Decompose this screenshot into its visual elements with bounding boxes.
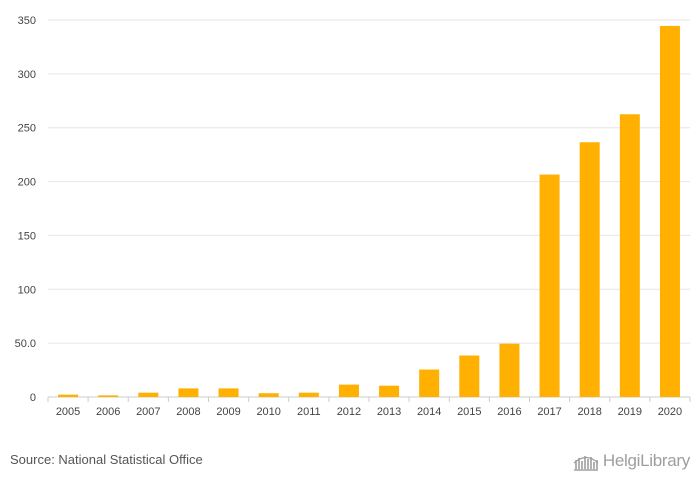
chart-area: 0 50.0 100 150 200 250 300 350 2005 2006 2007 2008 2…: [15, 15, 691, 418]
x-tick-label: 2016: [497, 406, 521, 418]
bar[interactable]: [459, 355, 480, 397]
bar[interactable]: [258, 393, 279, 397]
x-tick-label: 2017: [537, 406, 561, 418]
bar[interactable]: [419, 369, 440, 397]
x-tick-label: 2010: [256, 406, 280, 418]
x-tick-label: 2005: [56, 406, 80, 418]
x-tick-label: 2006: [96, 406, 120, 418]
y-tick-label: 0: [30, 392, 36, 404]
x-tick-label: 2007: [136, 406, 160, 418]
bar[interactable]: [138, 392, 159, 397]
library-building-icon: [573, 456, 599, 471]
y-tick-label: 300: [18, 69, 36, 81]
x-tick-label: 2015: [457, 406, 481, 418]
bar[interactable]: [58, 394, 79, 397]
x-tick-label: 2014: [417, 406, 441, 418]
x-tick-label: 2009: [216, 406, 240, 418]
y-tick-label: 200: [18, 177, 36, 189]
bar[interactable]: [499, 343, 520, 397]
bar[interactable]: [659, 25, 680, 397]
bar[interactable]: [539, 174, 560, 397]
bar[interactable]: [298, 392, 319, 397]
y-tick-label: 50.0: [15, 338, 36, 350]
brand-name: HelgiLibrary: [602, 451, 690, 470]
chart-footer: Source: National Statistical Office Helg…: [0, 440, 700, 483]
bar[interactable]: [218, 388, 239, 397]
bar[interactable]: [178, 388, 199, 397]
x-tick-label: 2008: [176, 406, 200, 418]
x-tick-label: 2019: [618, 406, 642, 418]
x-tick-label: 2018: [577, 406, 601, 418]
bar[interactable]: [338, 384, 359, 397]
y-tick-label: 150: [18, 230, 36, 242]
y-tick-label: 250: [18, 123, 36, 135]
bar[interactable]: [579, 142, 600, 397]
y-tick-label: 100: [18, 284, 36, 296]
x-tick-label: 2013: [377, 406, 401, 418]
y-tick-label: 350: [18, 15, 36, 27]
bar-chart: 0 50.0 100 150 200 250 300 350 2005 2006 2007 2008 2…: [15, 15, 691, 418]
bar[interactable]: [619, 114, 640, 397]
x-tick-label: 2012: [337, 406, 361, 418]
source-note: Source: National Statistical Office: [10, 452, 203, 467]
x-tick-label: 2011: [297, 406, 321, 418]
bar[interactable]: [98, 395, 119, 397]
bar[interactable]: [379, 385, 400, 397]
x-tick-label: 2020: [658, 406, 682, 418]
brand-logo[interactable]: HelgiLibrary: [573, 446, 690, 476]
